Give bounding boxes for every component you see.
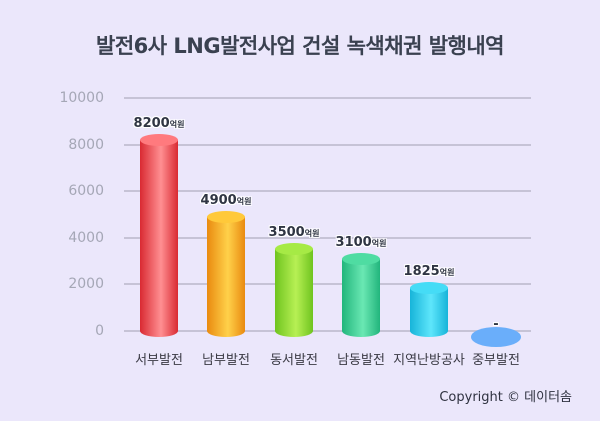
y-tick-label: 10000 — [59, 90, 104, 106]
value-label: 8200억원 — [133, 115, 185, 131]
value-label: 1825억원 — [403, 264, 455, 280]
value-label: 3500억원 — [268, 225, 320, 241]
copyright-text: Copyright © 데이터솜 — [439, 390, 572, 405]
chart-title: 발전6사 LNG발전사업 건설 녹색채권 발행내역 — [96, 34, 505, 58]
gridline — [124, 236, 531, 239]
y-tick-label: 4000 — [68, 229, 104, 246]
bar — [207, 210, 245, 337]
gridline — [124, 283, 531, 286]
value-label: - — [493, 317, 499, 332]
y-tick-label: 2000 — [68, 276, 104, 293]
bar — [342, 252, 380, 337]
x-tick-label: 지역난방공사 — [393, 353, 465, 368]
x-tick-label: 남부발전 — [202, 353, 250, 368]
y-tick-label: 6000 — [68, 183, 104, 200]
gridline — [124, 143, 531, 146]
y-tick-label: 0 — [95, 323, 104, 339]
bar — [410, 282, 448, 337]
bar — [471, 327, 521, 347]
value-label: 4900억원 — [200, 192, 252, 208]
bar — [275, 243, 313, 337]
value-label: 3100억원 — [335, 234, 387, 250]
y-tick-label: 8000 — [68, 136, 104, 153]
gridline — [124, 190, 531, 193]
x-tick-label: 중부발전 — [472, 353, 520, 368]
gridline — [124, 330, 531, 332]
x-tick-label: 남동발전 — [337, 353, 385, 368]
x-tick-label: 서부발전 — [135, 353, 183, 368]
bar — [140, 133, 178, 337]
x-tick-label: 동서발전 — [270, 353, 318, 368]
gridline — [124, 97, 531, 99]
